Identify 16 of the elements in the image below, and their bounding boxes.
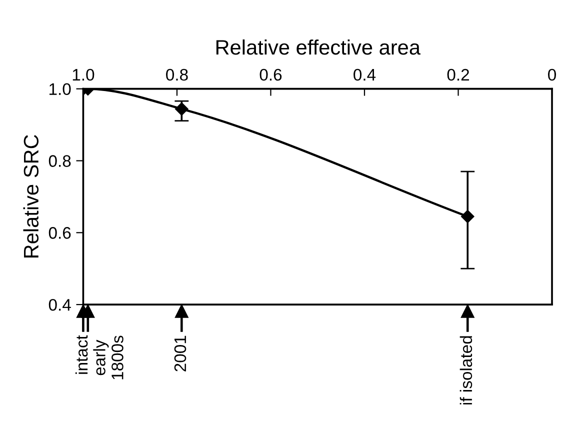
x-tick-label: 1.0 <box>72 68 94 81</box>
y-tick-label: 0.4 <box>48 298 71 311</box>
text: early 1800s <box>93 336 124 380</box>
y-tick-label: 0.8 <box>48 155 71 167</box>
y-tick-label: 0.6 <box>48 227 71 239</box>
x-axis-title: Relative effective area <box>216 39 420 55</box>
text: if isolated <box>460 336 472 404</box>
text: 2001 <box>174 336 186 372</box>
x-tick-label: 0.2 <box>447 68 469 81</box>
text: intact <box>75 335 88 374</box>
y-tick-label: 1.0 <box>50 83 71 96</box>
x-tick-label: 0 <box>548 68 556 81</box>
x-tick-label: 0.8 <box>166 68 188 81</box>
x-tick-label: 0.6 <box>260 68 282 81</box>
y-axis-title: Relative SRC <box>23 134 39 258</box>
x-tick-label: 0.4 <box>354 68 376 81</box>
